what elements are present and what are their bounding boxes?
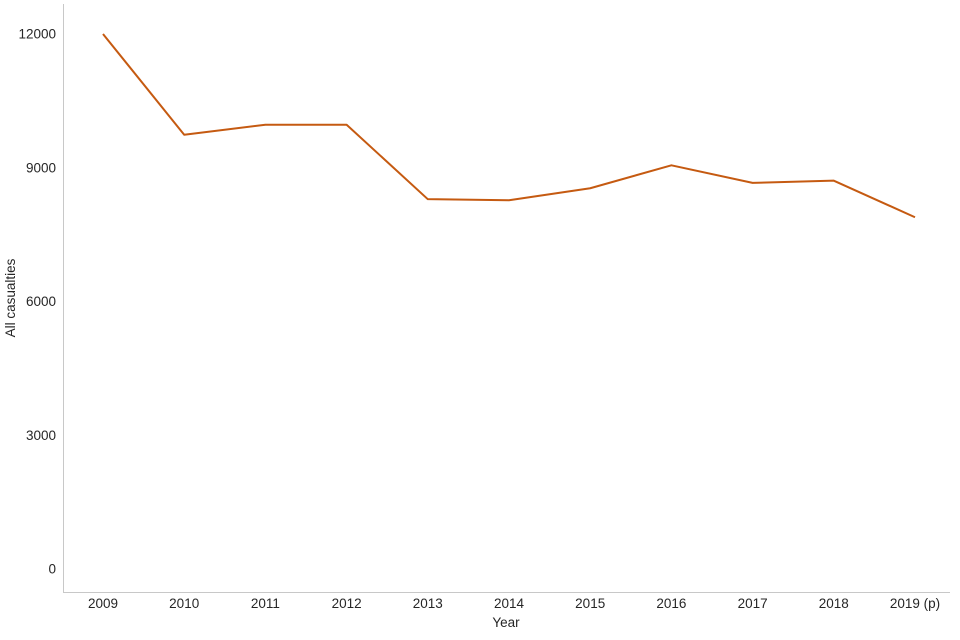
y-axis-title: All casualties: [3, 258, 18, 337]
x-axis-tick-labels: 2009 2010 2011 2012 2013 2014 2015 2016 2017 2018…: [88, 596, 940, 611]
x-tick-label: 2010: [169, 596, 199, 611]
casualties-line: [102, 33, 916, 219]
x-tick-label: 2009: [88, 596, 118, 611]
x-axis-title: Year: [492, 615, 520, 630]
x-tick-label: 2019 (p): [890, 596, 940, 611]
x-tick-label: 2012: [332, 596, 362, 611]
y-tick-label: 9000: [26, 160, 56, 175]
y-tick-label: 12000: [18, 27, 56, 42]
x-tick-label: 2014: [494, 596, 525, 611]
x-tick-label: 2017: [738, 596, 768, 611]
y-tick-label: 6000: [26, 294, 56, 309]
x-tick-label: 2011: [251, 596, 280, 611]
data-series: [102, 33, 916, 219]
y-tick-label: 0: [48, 562, 56, 577]
y-tick-label: 3000: [26, 428, 56, 443]
y-axis-tick-labels: 0 3000 6000 9000 12000: [18, 27, 56, 577]
x-tick-label: 2016: [656, 596, 686, 611]
x-tick-label: 2015: [575, 596, 605, 611]
x-tick-label: 2018: [819, 596, 849, 611]
x-tick-label: 2013: [413, 596, 443, 611]
